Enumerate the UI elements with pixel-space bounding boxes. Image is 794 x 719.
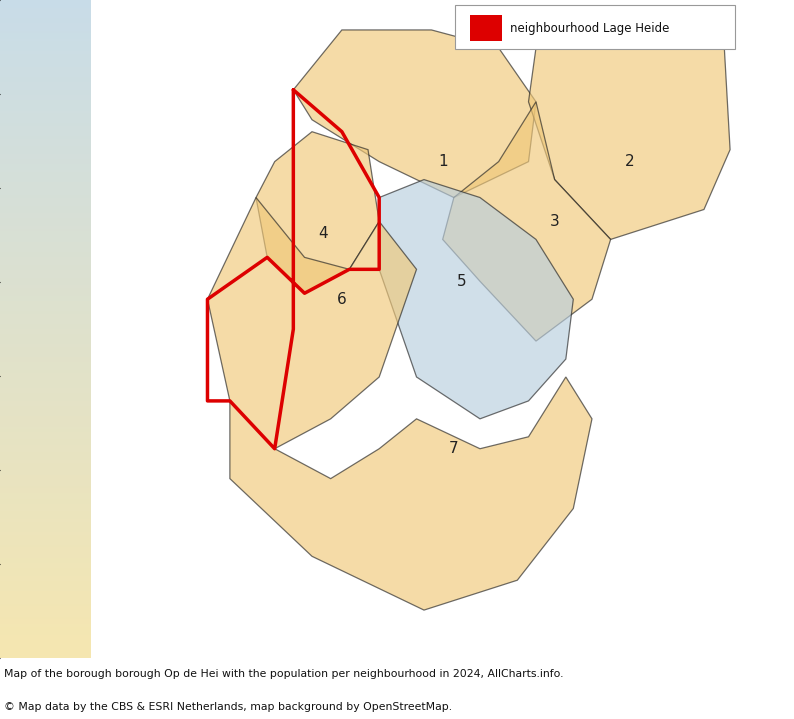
Polygon shape [256,132,380,293]
Text: 1: 1 [437,154,448,169]
Text: 7: 7 [449,441,459,457]
Text: 4: 4 [318,226,328,241]
Polygon shape [293,30,536,198]
Polygon shape [230,377,592,610]
Polygon shape [207,198,417,449]
Text: 5: 5 [457,274,466,289]
Text: 2: 2 [625,154,634,169]
Polygon shape [443,102,611,341]
Text: Map of the borough borough Op de Hei with the population per neighbourhood in 20: Map of the borough borough Op de Hei wit… [4,669,564,679]
Polygon shape [380,180,573,419]
Polygon shape [529,18,730,239]
Text: 6: 6 [337,292,347,307]
FancyBboxPatch shape [469,15,503,42]
FancyBboxPatch shape [455,4,735,50]
Text: 3: 3 [549,214,560,229]
Text: © Map data by the CBS & ESRI Netherlands, map background by OpenStreetMap.: © Map data by the CBS & ESRI Netherlands… [4,702,452,712]
Text: neighbourhood Lage Heide: neighbourhood Lage Heide [510,22,669,35]
